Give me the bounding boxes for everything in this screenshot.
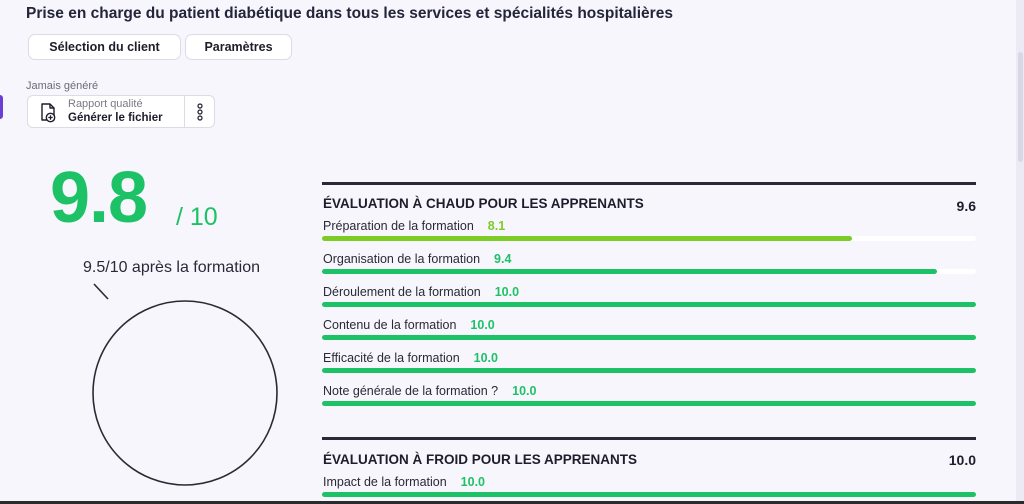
score-gauge-marker bbox=[93, 283, 109, 300]
overall-score-value: 9.8 bbox=[50, 158, 148, 238]
report-subtitle: Rapport qualité bbox=[68, 98, 143, 110]
criterion-score: 10.0 bbox=[460, 475, 486, 489]
generate-report-card[interactable]: Rapport qualité Générer le fichier bbox=[27, 95, 215, 128]
hot-evaluation-title: ÉVALUATION À CHAUD POUR LES APPRENANTS bbox=[323, 196, 644, 211]
criterion-score: 10.0 bbox=[470, 318, 495, 332]
criterion-bar-fill bbox=[322, 269, 937, 274]
criterion-label: Impact de la formation 10.0 bbox=[323, 475, 485, 489]
criterion-name: Déroulement de la formation bbox=[323, 285, 481, 299]
criterion-label: Efficacité de la formation 10.0 bbox=[323, 351, 498, 365]
criterion-name: Impact de la formation bbox=[323, 475, 447, 489]
criterion-bar-track bbox=[322, 236, 976, 241]
page-title: Prise en charge du patient diabétique da… bbox=[26, 5, 673, 22]
criterion-bar-track bbox=[322, 368, 976, 373]
report-status-label: Jamais généré bbox=[26, 80, 99, 92]
report-menu-button[interactable] bbox=[185, 96, 214, 127]
more-vertical-icon bbox=[196, 102, 203, 121]
hot-evaluation-score: 9.6 bbox=[956, 198, 976, 214]
scrollbar[interactable] bbox=[1016, 0, 1024, 504]
report-divider bbox=[184, 96, 185, 127]
criterion-score: 8.1 bbox=[487, 219, 506, 233]
cold-evaluation-score: 10.0 bbox=[948, 452, 976, 468]
criterion-name: Contenu de la formation bbox=[323, 318, 457, 332]
score-gauge bbox=[92, 283, 278, 486]
criterion-bar-track bbox=[322, 335, 976, 340]
criterion-score: 10.0 bbox=[473, 351, 498, 365]
criterion-bar-track bbox=[322, 492, 976, 497]
criterion-label: Note générale de la formation ? 10.0 bbox=[323, 384, 536, 398]
criterion-name: Préparation de la formation bbox=[323, 219, 474, 233]
criterion-bar-fill bbox=[322, 335, 976, 340]
criterion-bar-fill bbox=[322, 492, 976, 497]
criterion-label: Préparation de la formation 8.1 bbox=[323, 219, 505, 233]
criterion-bar-track bbox=[322, 401, 976, 406]
criterion-bar-fill bbox=[322, 302, 976, 307]
criterion-bar-track bbox=[322, 302, 976, 307]
file-add-icon bbox=[41, 103, 56, 123]
scrollbar-thumb[interactable] bbox=[1018, 52, 1023, 162]
cold-evaluation-separator bbox=[322, 437, 976, 440]
criterion-name: Organisation de la formation bbox=[323, 252, 481, 266]
client-selection-button[interactable]: Sélection du client bbox=[28, 34, 181, 60]
criterion-name: Efficacité de la formation bbox=[323, 351, 460, 365]
criterion-label: Contenu de la formation 10.0 bbox=[323, 318, 495, 332]
window-bottom-edge bbox=[0, 501, 1024, 504]
criterion-bar-track bbox=[322, 269, 976, 274]
criterion-score: 10.0 bbox=[494, 285, 520, 299]
generate-file-label[interactable]: Générer le fichier bbox=[68, 112, 163, 124]
cold-evaluation-title: ÉVALUATION À FROID POUR LES APPRENANTS bbox=[323, 452, 638, 467]
after-training-score-label: 9.5/10 après la formation bbox=[83, 259, 260, 276]
parameters-button[interactable]: Paramètres bbox=[185, 34, 292, 60]
score-gauge-circle bbox=[92, 300, 278, 486]
side-accent-tab bbox=[0, 95, 3, 119]
criterion-score: 9.4 bbox=[494, 252, 512, 266]
criterion-bar-fill bbox=[322, 401, 976, 406]
criterion-score: 10.0 bbox=[512, 384, 537, 398]
hot-evaluation-separator bbox=[322, 182, 976, 185]
criterion-label: Organisation de la formation 9.4 bbox=[323, 252, 511, 266]
criterion-label: Déroulement de la formation 10.0 bbox=[323, 285, 519, 299]
criterion-bar-fill bbox=[322, 368, 976, 373]
overall-score-max: / 10 bbox=[176, 203, 218, 231]
criterion-bar-fill bbox=[322, 236, 852, 241]
criterion-name: Note générale de la formation ? bbox=[323, 384, 499, 398]
